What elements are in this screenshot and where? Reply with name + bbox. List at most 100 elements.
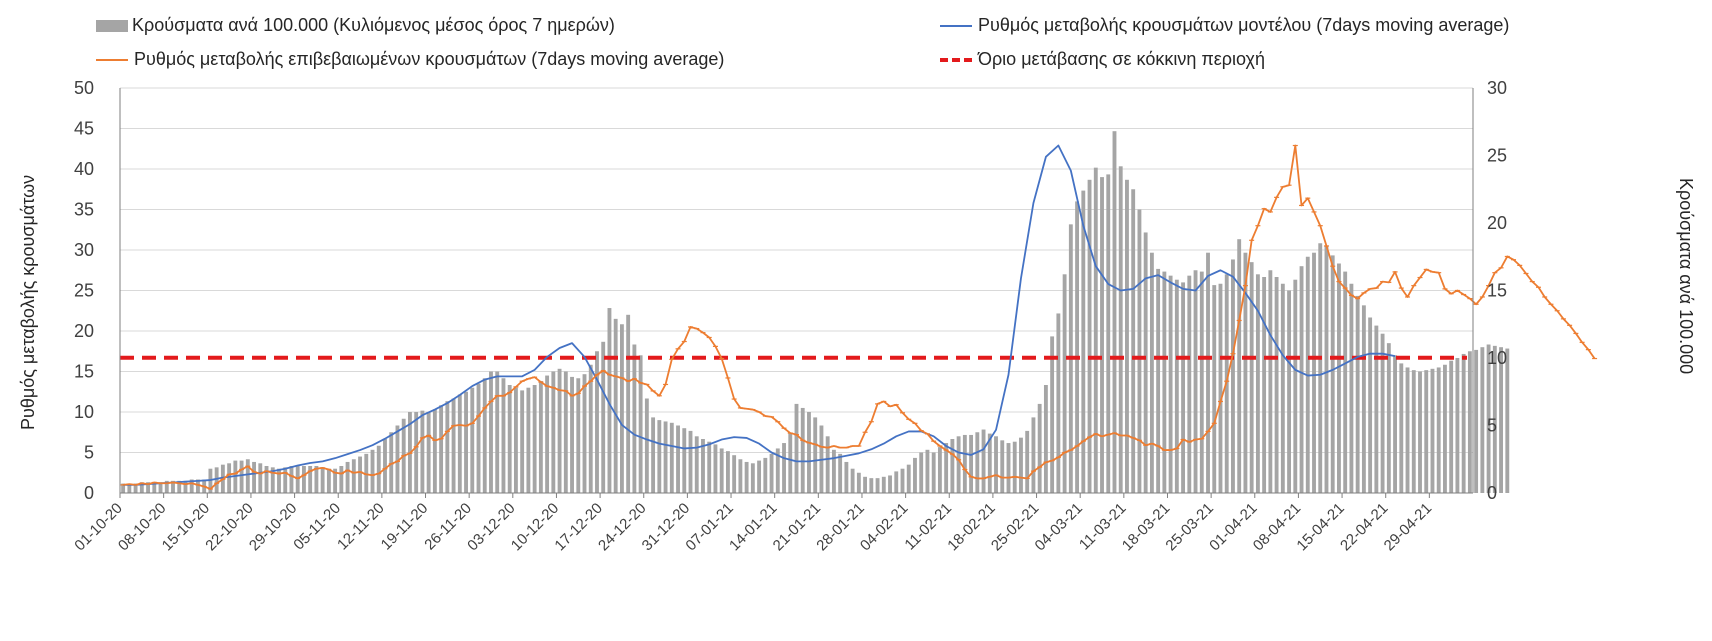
bar — [1125, 179, 1129, 494]
bar — [875, 478, 880, 493]
bar — [1199, 271, 1204, 493]
bar — [252, 461, 256, 493]
y-right-tick-label: 25 — [1487, 146, 1507, 166]
bar — [258, 463, 263, 493]
bar — [1156, 268, 1161, 493]
y-left-tick-label: 15 — [74, 362, 94, 382]
bar — [1386, 343, 1391, 493]
bar — [414, 412, 419, 493]
bar — [738, 459, 743, 493]
bar — [644, 398, 649, 493]
bar — [763, 457, 768, 493]
legend-label-confirmed: Ρυθμός μεταβολής επιβεβαιωμένων κρουσμάτ… — [134, 49, 725, 69]
bar — [1231, 259, 1235, 493]
bar — [476, 383, 481, 493]
bar — [638, 355, 643, 493]
bar — [1461, 353, 1466, 493]
bar — [1112, 131, 1117, 493]
bar — [326, 468, 331, 493]
legend-label-threshold: Όριο μετάβασης σε κόκκινη περιοχή — [978, 49, 1266, 69]
bar — [582, 374, 587, 493]
bar — [133, 483, 138, 493]
bar — [146, 482, 150, 493]
axes — [119, 88, 1474, 498]
legend-label-bars: Κρούσματα ανά 100.000 (Κυλιόμενος μέσος … — [132, 15, 615, 35]
bar — [807, 412, 811, 493]
bar — [1062, 274, 1067, 493]
bar — [913, 457, 917, 493]
legend-item-model: Ρυθμός μεταβολής κρουσμάτων μοντέλου (7d… — [940, 15, 1509, 36]
bar — [1000, 440, 1005, 493]
bar — [744, 461, 749, 493]
bar — [813, 417, 818, 493]
bar — [489, 371, 493, 493]
bar — [295, 466, 300, 493]
bar — [289, 466, 294, 493]
bar — [264, 466, 269, 493]
bar — [1505, 348, 1510, 493]
y-left-tick-label: 30 — [74, 240, 94, 260]
bar — [1411, 370, 1416, 493]
bar — [513, 387, 518, 493]
bar — [451, 398, 456, 493]
bar — [470, 387, 475, 493]
bar — [1299, 266, 1304, 493]
bar — [464, 391, 468, 493]
bar — [127, 483, 132, 493]
bar — [1137, 209, 1142, 493]
bar — [351, 459, 356, 493]
bar — [196, 479, 200, 493]
bar — [595, 351, 599, 493]
bar — [158, 482, 163, 493]
bar — [775, 448, 780, 493]
y-left-tick-label: 10 — [74, 402, 94, 422]
x-tick-label: 29-10-20 — [246, 500, 300, 554]
bar — [507, 385, 512, 493]
bar — [333, 468, 338, 493]
bar — [1006, 443, 1011, 493]
bar — [994, 436, 998, 493]
bar — [1143, 232, 1148, 493]
bar — [557, 368, 562, 493]
bar — [576, 378, 581, 493]
gridlines — [120, 87, 1473, 453]
bar — [962, 434, 967, 493]
bar — [725, 451, 730, 493]
legend-swatch-confirmed — [96, 58, 128, 61]
bar — [1243, 252, 1248, 493]
bar — [339, 466, 344, 493]
bar — [1287, 290, 1291, 493]
bar — [588, 364, 593, 493]
y-left-tick-label: 45 — [74, 119, 94, 139]
bar — [520, 390, 525, 493]
bar — [1312, 252, 1316, 493]
confirmed-line — [123, 144, 1596, 490]
bar — [1255, 274, 1260, 493]
bar — [1031, 417, 1036, 493]
bar — [838, 453, 843, 493]
bar — [1050, 336, 1055, 493]
bar — [1131, 189, 1136, 493]
bar — [856, 472, 861, 493]
bar — [1337, 263, 1341, 493]
bar — [1149, 252, 1154, 493]
bar — [1318, 243, 1323, 493]
bar — [888, 475, 892, 493]
bar — [969, 434, 974, 493]
bar — [370, 449, 375, 493]
bar — [1343, 271, 1348, 493]
bar — [1430, 368, 1435, 493]
bar — [694, 436, 699, 493]
bar — [682, 428, 687, 493]
y-left-tick-label: 20 — [74, 321, 94, 341]
x-tick-label: 12-11-20 — [334, 500, 388, 554]
bar — [482, 378, 487, 493]
bar — [906, 464, 911, 493]
bar — [1499, 347, 1503, 493]
bar — [894, 471, 899, 493]
bar — [632, 344, 637, 493]
bar — [713, 444, 718, 493]
bar — [239, 460, 244, 493]
bar — [121, 483, 126, 493]
